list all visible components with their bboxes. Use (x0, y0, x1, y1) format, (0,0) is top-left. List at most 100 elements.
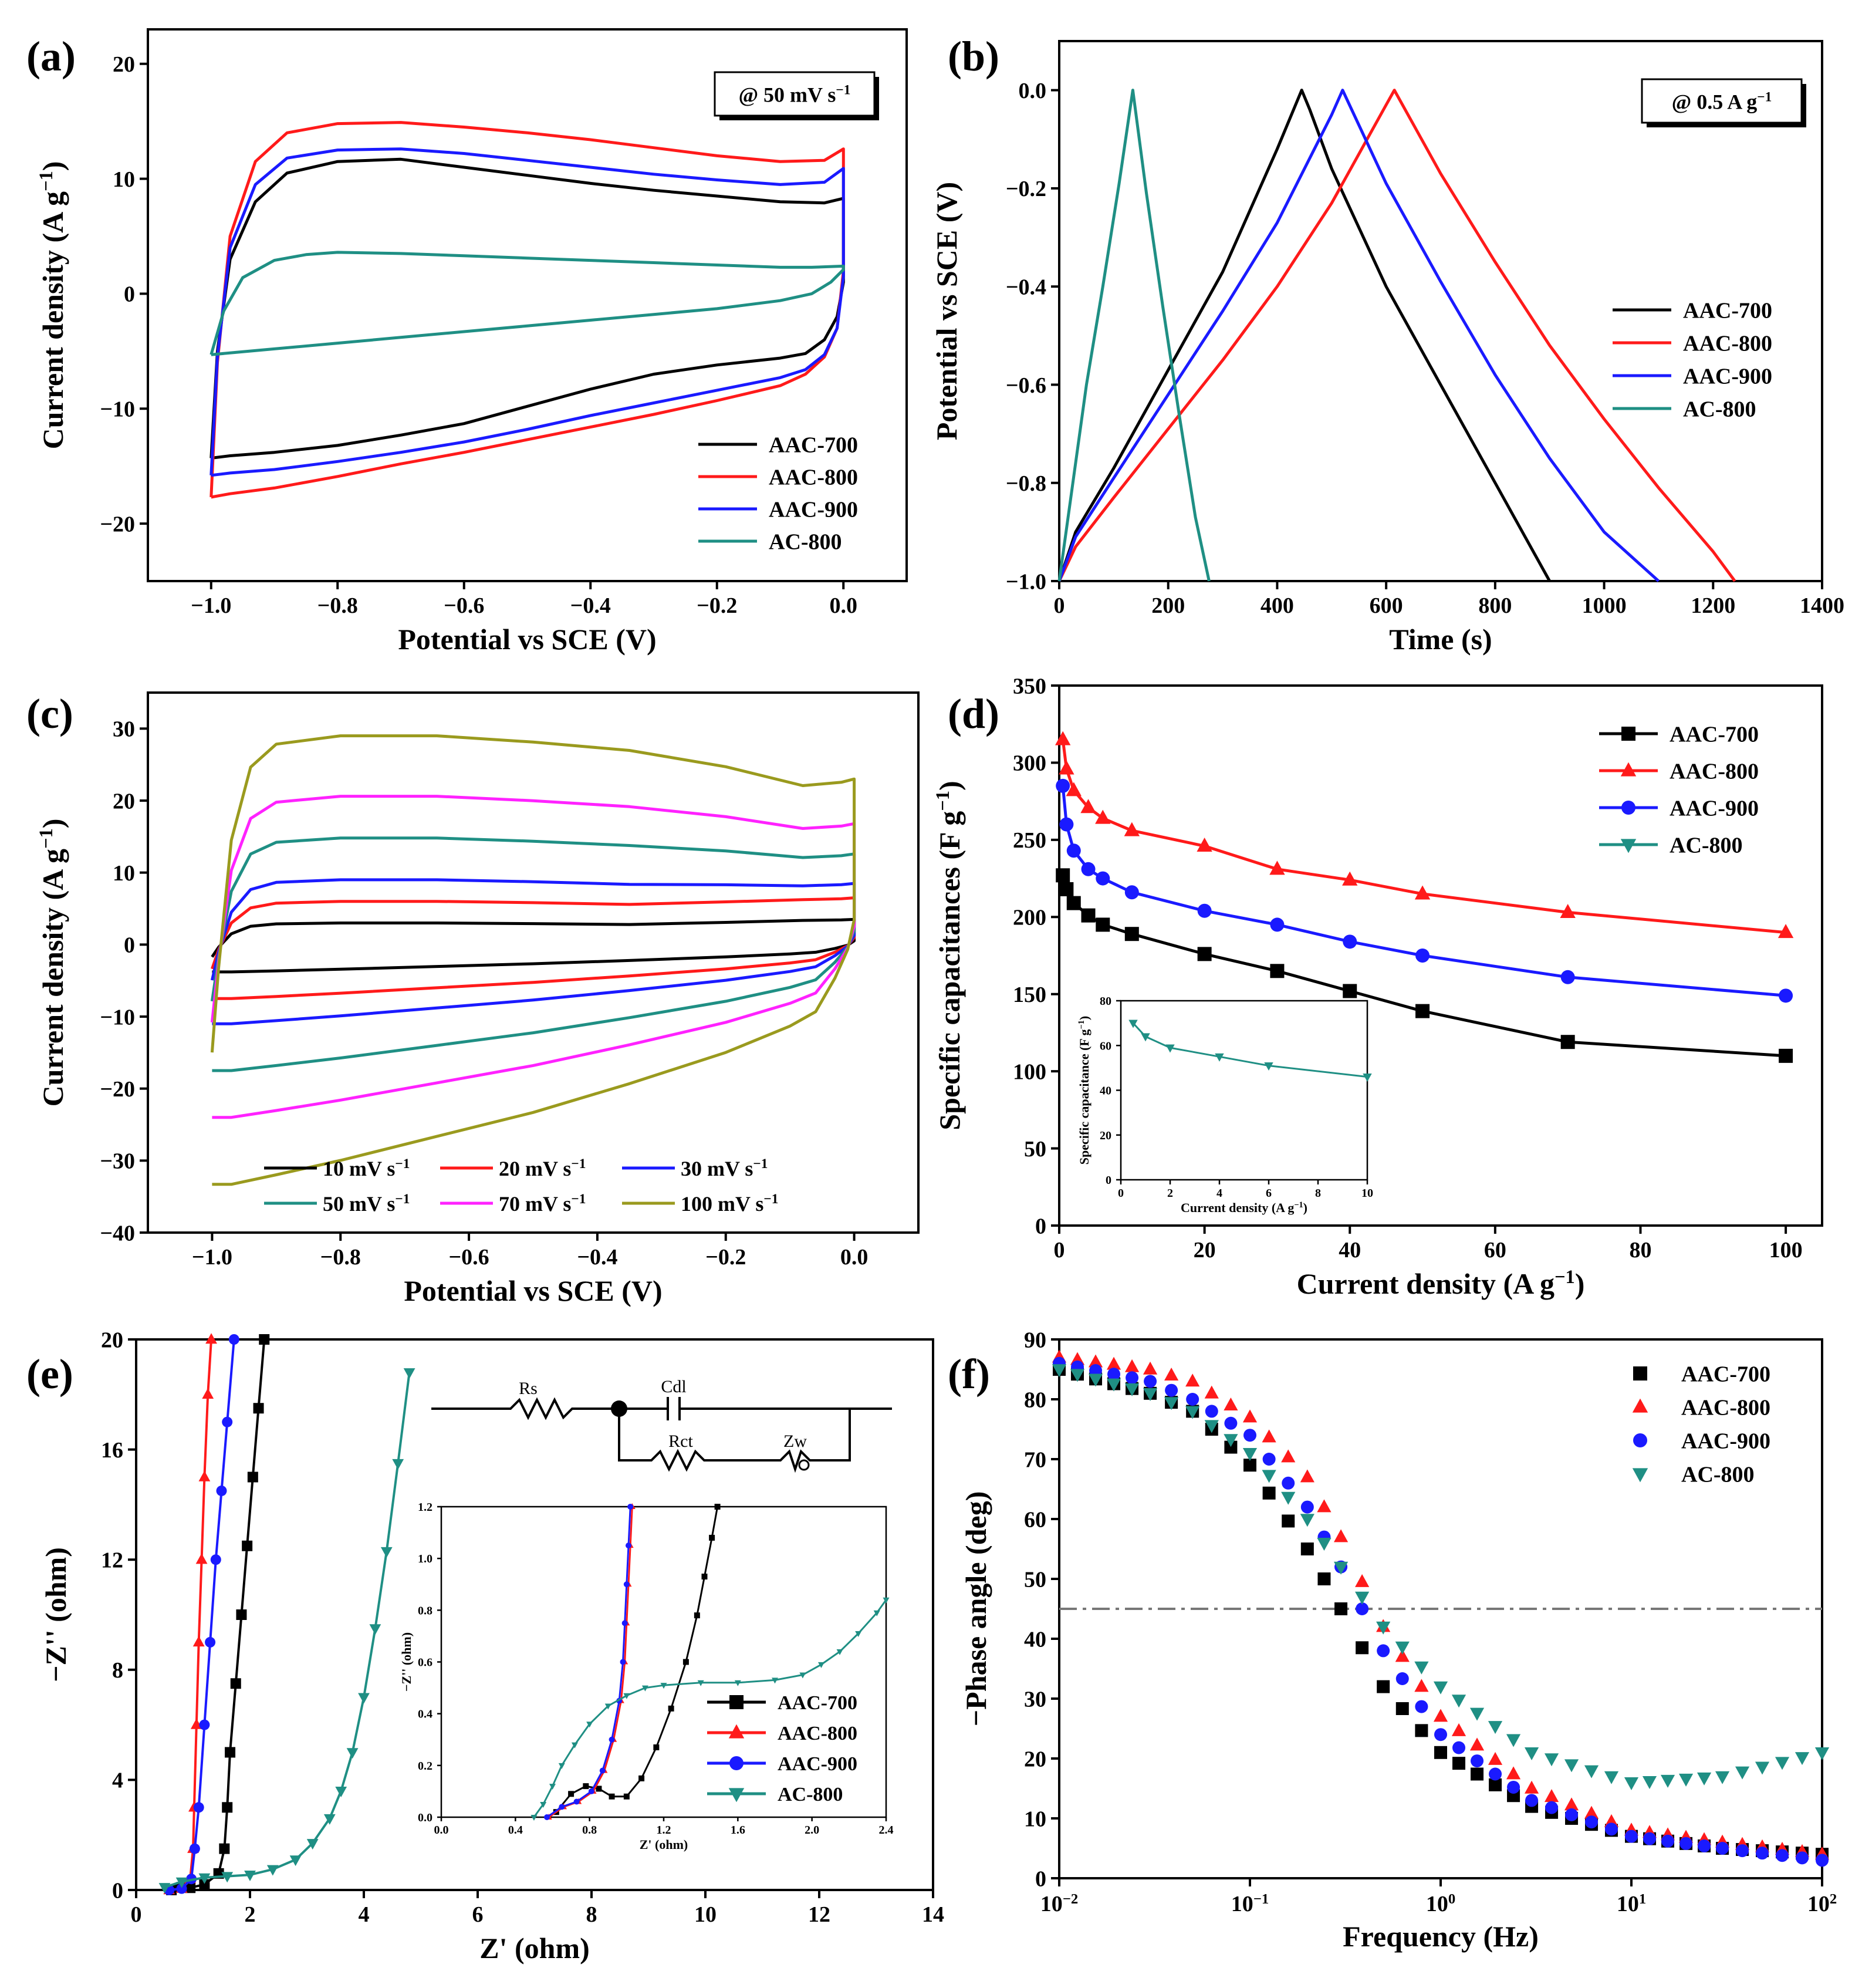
y-tick-label: 80 (1100, 995, 1111, 1008)
y-tick-label: 80 (1024, 1388, 1046, 1412)
phase-point (1506, 1766, 1521, 1780)
phase-point (1679, 1837, 1693, 1850)
legend-label: AAC-700 (1681, 1362, 1770, 1386)
phase-point (1377, 1680, 1390, 1693)
x-tick-label: 0.0 (830, 593, 858, 618)
legend-label: AAC-900 (1670, 796, 1759, 821)
phase-point (1164, 1368, 1179, 1381)
circuit-label: Rct (668, 1432, 693, 1451)
capacitance-point (1270, 964, 1285, 978)
capacitance-point (1124, 927, 1139, 941)
inset-nyquist-point (873, 1610, 880, 1616)
y-tick-label: 60 (1100, 1039, 1111, 1052)
phase-point (1395, 1672, 1409, 1685)
label-part: ) (1077, 1016, 1091, 1020)
label-part: 10 (1807, 1892, 1830, 1916)
phase-point (1434, 1746, 1447, 1759)
legend-marker (1620, 762, 1637, 777)
label-part: ) (36, 161, 69, 171)
nyquist-point (266, 1865, 279, 1876)
capacitance-point (1197, 837, 1212, 852)
inset-capacitance-line (1132, 1022, 1368, 1078)
legend-label: AAC-900 (769, 497, 858, 522)
phase-point (1661, 1834, 1675, 1848)
y-tick-label: 0.4 (418, 1708, 432, 1721)
x-axis-label: Potential vs SCE (V) (404, 1274, 662, 1307)
nyquist-point (205, 1333, 217, 1344)
nyquist-point (221, 1872, 234, 1883)
inset-nyquist-point (653, 1744, 660, 1750)
inset-nyquist-point (623, 1793, 630, 1800)
legend-label: 10 mV s−1 (323, 1156, 410, 1180)
nyquist-point (228, 1334, 239, 1345)
capacitance-point (1270, 917, 1285, 932)
plot-frame (147, 28, 908, 582)
phase-point (1471, 1767, 1484, 1781)
label-part: −1 (1555, 1267, 1575, 1288)
inset-nyquist-point (817, 1662, 824, 1668)
phase-point (1642, 1776, 1657, 1789)
phase-point (1795, 1752, 1810, 1766)
legend-label: AAC-900 (778, 1753, 857, 1775)
x-tick-label: 12 (808, 1902, 830, 1927)
y-tick-label: 300 (1013, 751, 1046, 776)
phase-point (1300, 1469, 1314, 1483)
nyquist-point (210, 1554, 221, 1565)
phase-point (1088, 1373, 1103, 1387)
phase-point (1395, 1641, 1410, 1655)
nyquist-point (225, 1747, 236, 1758)
y-tick-label: 0.0 (418, 1811, 432, 1824)
x-tick-label: 10−2 (1040, 1891, 1078, 1916)
legend-label: AAC-700 (778, 1692, 857, 1714)
legend-marker (1633, 1366, 1647, 1381)
phase-point (1107, 1368, 1121, 1381)
label-part: @ 50 mV s (739, 83, 836, 106)
phase-point (1451, 1723, 1466, 1736)
label-part: 1 (1639, 1891, 1646, 1906)
capacitance-point (1124, 822, 1140, 836)
phase-point (1564, 1797, 1579, 1811)
x-tick-label: 0.0 (434, 1824, 449, 1837)
phase-point (1584, 1805, 1599, 1819)
phase-point (1165, 1383, 1178, 1397)
phase-point (1356, 1641, 1369, 1655)
phase-point (1489, 1767, 1502, 1781)
nyquist-point (358, 1693, 370, 1704)
y-tick-label: 0.8 (418, 1604, 432, 1617)
phase-point (1126, 1371, 1139, 1385)
panel-(b): 0 200 400 600 800 1000 1200 1400 −1.0 −0.8 −0.6 −0.… (930, 40, 1844, 656)
inset-nyquist-point (682, 1659, 689, 1665)
capacitance-point (1066, 782, 1082, 796)
nyquist-point (222, 1416, 233, 1427)
y-tick-label: 250 (1013, 828, 1046, 853)
x-tick-label: 0 (1118, 1187, 1124, 1200)
phase-point (1143, 1388, 1158, 1401)
capacitance-point (1055, 731, 1071, 745)
resistor-rs (431, 1397, 619, 1420)
cv-curve-AAC-800 (209, 121, 845, 499)
legend-label: 50 mV s−1 (323, 1192, 410, 1216)
panel-(c): −1.0 −0.8 −0.6 −0.4 −0.2 0.0 −40 −30 −20 −10 0 10 20… (36, 691, 920, 1307)
y-tick-label: 12 (101, 1548, 123, 1573)
y-axis-label: −Z'' (ohm) (399, 1632, 414, 1692)
nyquist-point (289, 1855, 302, 1867)
phase-point (1414, 1661, 1429, 1675)
inset-nyquist-point (559, 1804, 565, 1810)
x-tick-label: 40 (1339, 1238, 1361, 1263)
x-tick-label: 2 (1167, 1187, 1173, 1200)
plot-frame (1058, 684, 1823, 1227)
x-tick-label: −0.8 (317, 593, 358, 618)
y-tick-label: 0 (112, 1878, 123, 1903)
y-tick-label: 70 (1024, 1447, 1046, 1472)
nyquist-point (230, 1678, 241, 1689)
phase-point (1124, 1383, 1140, 1396)
label-part: Specific capacitances (F g (933, 811, 966, 1130)
inset-nyquist-point (836, 1649, 843, 1655)
label-part: −1 (932, 791, 954, 811)
legend-marker (728, 1788, 745, 1803)
x-tick-label: −0.4 (570, 593, 611, 618)
phase-point (1414, 1679, 1429, 1692)
nyquist-point (198, 1873, 211, 1884)
label-part: −1 (395, 1156, 410, 1172)
nyquist-point (175, 1877, 188, 1888)
